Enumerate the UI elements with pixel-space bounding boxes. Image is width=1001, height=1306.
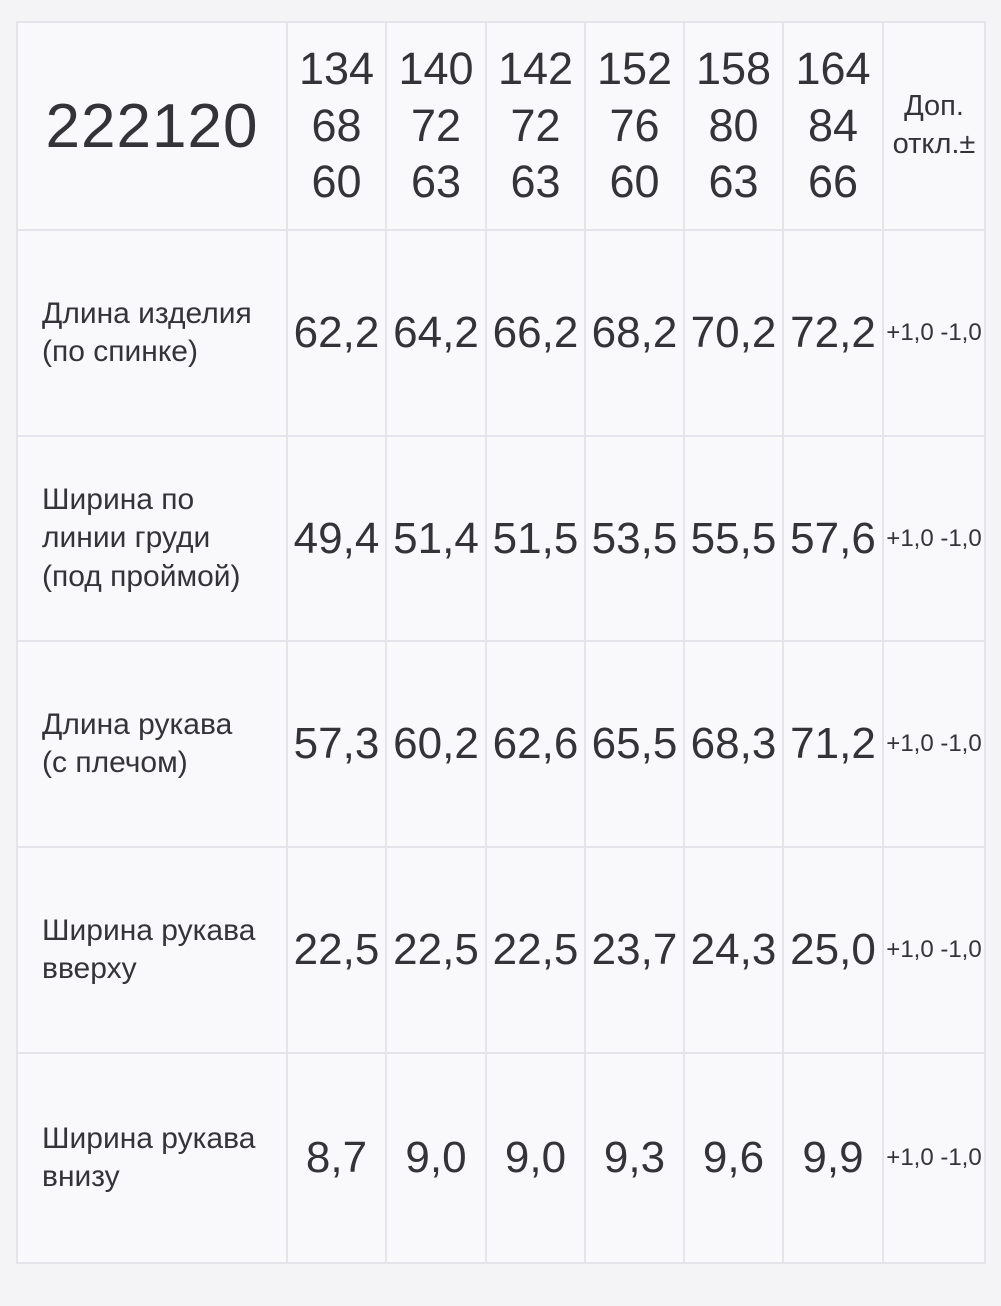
measurement-row: Длина изделия (по спинке) 62,2 64,2 66,2…: [16, 229, 986, 437]
measurement-value: 22,5: [385, 846, 487, 1054]
measurement-value: 72,2: [782, 229, 884, 437]
size-header-cell: 158 80 63: [683, 21, 784, 231]
size-header-cell: 140 72 63: [385, 21, 487, 231]
tolerance-value: +1,0 -1,0: [882, 846, 986, 1054]
row-label: Длина рукава (с плечом): [16, 640, 288, 848]
size-header-cell: 152 76 60: [584, 21, 685, 231]
measurement-row: Ширина рукава внизу 8,7 9,0 9,0 9,3 9,6 …: [16, 1052, 986, 1264]
measurement-value: 51,5: [485, 435, 586, 642]
measurement-value: 53,5: [584, 435, 685, 642]
measurement-value: 60,2: [385, 640, 487, 848]
measurement-value: 55,5: [683, 435, 784, 642]
measurement-value: 57,6: [782, 435, 884, 642]
measurement-value: 68,2: [584, 229, 685, 437]
measurement-value: 51,4: [385, 435, 487, 642]
tolerance-value: +1,0 -1,0: [882, 640, 986, 848]
size-table: 222120 134 68 60 140 72 63 142 72 63 152…: [16, 21, 986, 1264]
measurement-value: 62,2: [286, 229, 387, 437]
measurement-value: 9,6: [683, 1052, 784, 1264]
size-header-cell: 164 84 66: [782, 21, 884, 231]
row-label: Ширина по линии груди (под проймой): [16, 435, 288, 642]
tolerance-value: +1,0 -1,0: [882, 229, 986, 437]
measurement-row: Ширина по линии груди (под проймой) 49,4…: [16, 435, 986, 642]
product-code-cell: 222120: [16, 21, 288, 231]
row-label: Ширина рукава внизу: [16, 1052, 288, 1264]
measurement-value: 71,2: [782, 640, 884, 848]
measurement-value: 23,7: [584, 846, 685, 1054]
measurement-value: 49,4: [286, 435, 387, 642]
measurement-value: 9,0: [385, 1052, 487, 1264]
measurement-value: 62,6: [485, 640, 586, 848]
measurement-value: 9,3: [584, 1052, 685, 1264]
size-header-cell: 134 68 60: [286, 21, 387, 231]
header-row: 222120 134 68 60 140 72 63 142 72 63 152…: [16, 21, 986, 231]
row-label: Длина изделия (по спинке): [16, 229, 288, 437]
measurement-value: 9,0: [485, 1052, 586, 1264]
measurement-value: 24,3: [683, 846, 784, 1054]
measurement-value: 70,2: [683, 229, 784, 437]
measurement-value: 22,5: [286, 846, 387, 1054]
measurement-value: 66,2: [485, 229, 586, 437]
tolerance-value: +1,0 -1,0: [882, 435, 986, 642]
measurement-value: 25,0: [782, 846, 884, 1054]
measurement-value: 64,2: [385, 229, 487, 437]
tolerance-header-cell: Доп. откл.±: [882, 21, 986, 231]
measurement-value: 8,7: [286, 1052, 387, 1264]
measurement-value: 57,3: [286, 640, 387, 848]
measurement-row: Ширина рукава вверху 22,5 22,5 22,5 23,7…: [16, 846, 986, 1054]
row-label: Ширина рукава вверху: [16, 846, 288, 1054]
measurement-row: Длина рукава (с плечом) 57,3 60,2 62,6 6…: [16, 640, 986, 848]
measurement-value: 65,5: [584, 640, 685, 848]
size-header-cell: 142 72 63: [485, 21, 586, 231]
tolerance-value: +1,0 -1,0: [882, 1052, 986, 1264]
measurement-value: 22,5: [485, 846, 586, 1054]
measurement-value: 68,3: [683, 640, 784, 848]
measurement-value: 9,9: [782, 1052, 884, 1264]
